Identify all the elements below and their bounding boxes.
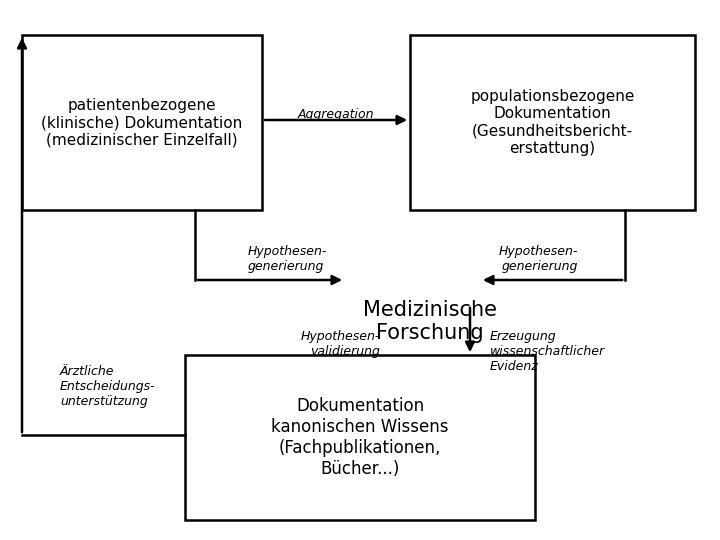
Text: Dokumentation
kanonischen Wissens
(Fachpublikationen,
Bücher...): Dokumentation kanonischen Wissens (Fachp…: [271, 397, 449, 478]
Text: Erzeugung
wissenschaftlicher
Evidenz: Erzeugung wissenschaftlicher Evidenz: [490, 330, 605, 373]
Text: Hypothesen-
generierung: Hypothesen- generierung: [499, 245, 578, 273]
Text: Hypothesen-
generierung: Hypothesen- generierung: [248, 245, 328, 273]
Text: Hypothesen-
validierung: Hypothesen- validierung: [301, 330, 380, 358]
Text: Aggregation: Aggregation: [298, 108, 374, 121]
Bar: [185, 355, 535, 520]
Bar: [410, 35, 695, 210]
Text: populationsbezogene
Dokumentation
(Gesundheitsbericht-
erstattung): populationsbezogene Dokumentation (Gesun…: [470, 89, 635, 156]
Text: Ärztliche
Entscheidungs-
unterstützung: Ärztliche Entscheidungs- unterstützung: [60, 365, 156, 408]
Bar: [22, 35, 262, 210]
Text: Medizinische
Forschung: Medizinische Forschung: [363, 300, 497, 343]
Text: patientenbezogene
(klinische) Dokumentation
(medizinischer Einzelfall): patientenbezogene (klinische) Dokumentat…: [41, 98, 243, 147]
